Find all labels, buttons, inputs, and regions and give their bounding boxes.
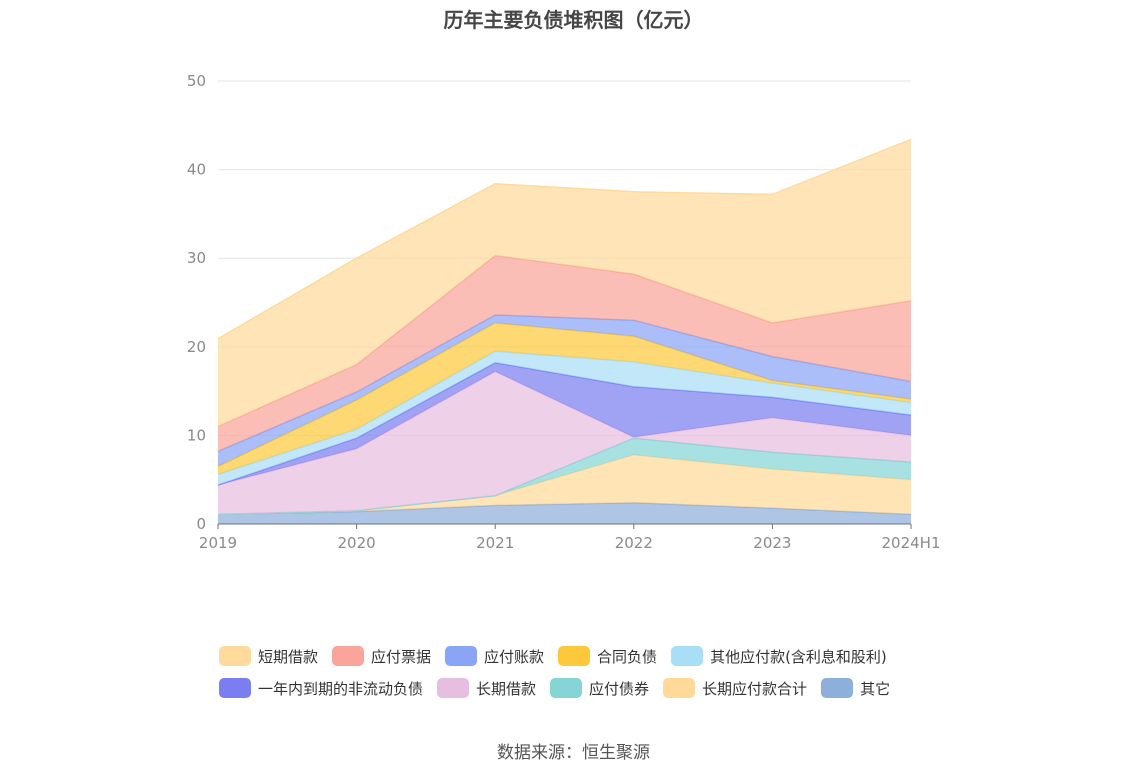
- legend: 短期借款 应付票据 应付账款 合同负债 其他应付款(含利息和股利) 一年内到期的…: [219, 640, 979, 704]
- legend-swatch: [663, 678, 696, 698]
- y-tick-label: 10: [187, 426, 206, 444]
- area-series: [218, 351, 911, 485]
- area-series: [218, 454, 911, 515]
- legend-label: 应付账款: [484, 647, 545, 666]
- y-tick-label: 40: [187, 161, 206, 179]
- x-tick-label: 2019: [199, 534, 237, 552]
- y-tick-label: 30: [187, 249, 206, 267]
- legend-item-long-term-payables[interactable]: 长期应付款合计: [663, 678, 807, 699]
- x-tick-label: 2021: [476, 534, 514, 552]
- legend-label: 长期应付款合计: [702, 679, 808, 698]
- legend-item-other[interactable]: 其它: [821, 678, 890, 699]
- legend-item-accounts-payable[interactable]: 应付账款: [445, 646, 544, 667]
- legend-item-other-payables[interactable]: 其他应付款(含利息和股利): [671, 646, 887, 667]
- legend-label: 合同负债: [597, 647, 658, 666]
- legend-label: 其它: [860, 679, 891, 698]
- area-series: [218, 371, 911, 515]
- y-tick-label: 20: [187, 338, 206, 356]
- legend-swatch: [332, 646, 365, 666]
- legend-item-bonds-payable[interactable]: 应付债券: [550, 678, 649, 699]
- area-series: [218, 362, 911, 485]
- legend-swatch: [550, 678, 583, 698]
- legend-swatch: [437, 678, 470, 698]
- y-tick-label: 0: [196, 515, 206, 533]
- area-series: [218, 139, 911, 427]
- legend-row-1: 短期借款 应付票据 应付账款 合同负债 其他应付款(含利息和股利): [219, 640, 979, 672]
- legend-item-long-term-loans[interactable]: 长期借款: [437, 678, 536, 699]
- legend-row-2: 一年内到期的非流动负债 长期借款 应付债券 长期应付款合计 其它: [219, 672, 979, 704]
- legend-label: 应付票据: [371, 647, 432, 666]
- legend-swatch: [671, 646, 704, 666]
- x-tick-label: 2022: [615, 534, 653, 552]
- legend-swatch: [821, 678, 854, 698]
- x-tick-label: 2023: [753, 534, 791, 552]
- legend-label: 一年内到期的非流动负债: [258, 679, 424, 698]
- legend-swatch: [558, 646, 591, 666]
- x-tick-label: 2024H1: [882, 534, 941, 552]
- y-tick-label: 50: [187, 72, 206, 90]
- legend-swatch: [219, 646, 251, 666]
- legend-swatch: [219, 678, 251, 698]
- area-series-line: [217, 138, 912, 340]
- data-source: 数据来源：恒生聚源: [497, 743, 650, 763]
- x-tick-label: 2020: [338, 534, 376, 552]
- stacked-area-chart: 0 10 20 30 40 50 2019 2020 2021 2022 2023 2024H1: [187, 72, 941, 552]
- area-series: [218, 255, 911, 452]
- legend-item-notes-payable[interactable]: 应付票据: [332, 646, 431, 667]
- legend-swatch: [445, 646, 478, 666]
- legend-label: 应付债券: [589, 679, 650, 698]
- legend-item-contract-liabilities[interactable]: 合同负债: [558, 646, 657, 667]
- legend-item-current-portion-noncurrent[interactable]: 一年内到期的非流动负债: [219, 678, 423, 699]
- legend-label: 短期借款: [258, 647, 319, 666]
- area-series: [218, 322, 911, 475]
- area-series: [218, 314, 911, 467]
- legend-label: 长期借款: [476, 679, 537, 698]
- legend-item-short-term-loans[interactable]: 短期借款: [219, 646, 318, 667]
- chart-title: 历年主要负债堆积图（亿元）: [443, 8, 704, 32]
- area-series: [218, 438, 911, 515]
- legend-label: 其他应付款(含利息和股利): [710, 647, 887, 666]
- area-series: [218, 502, 911, 524]
